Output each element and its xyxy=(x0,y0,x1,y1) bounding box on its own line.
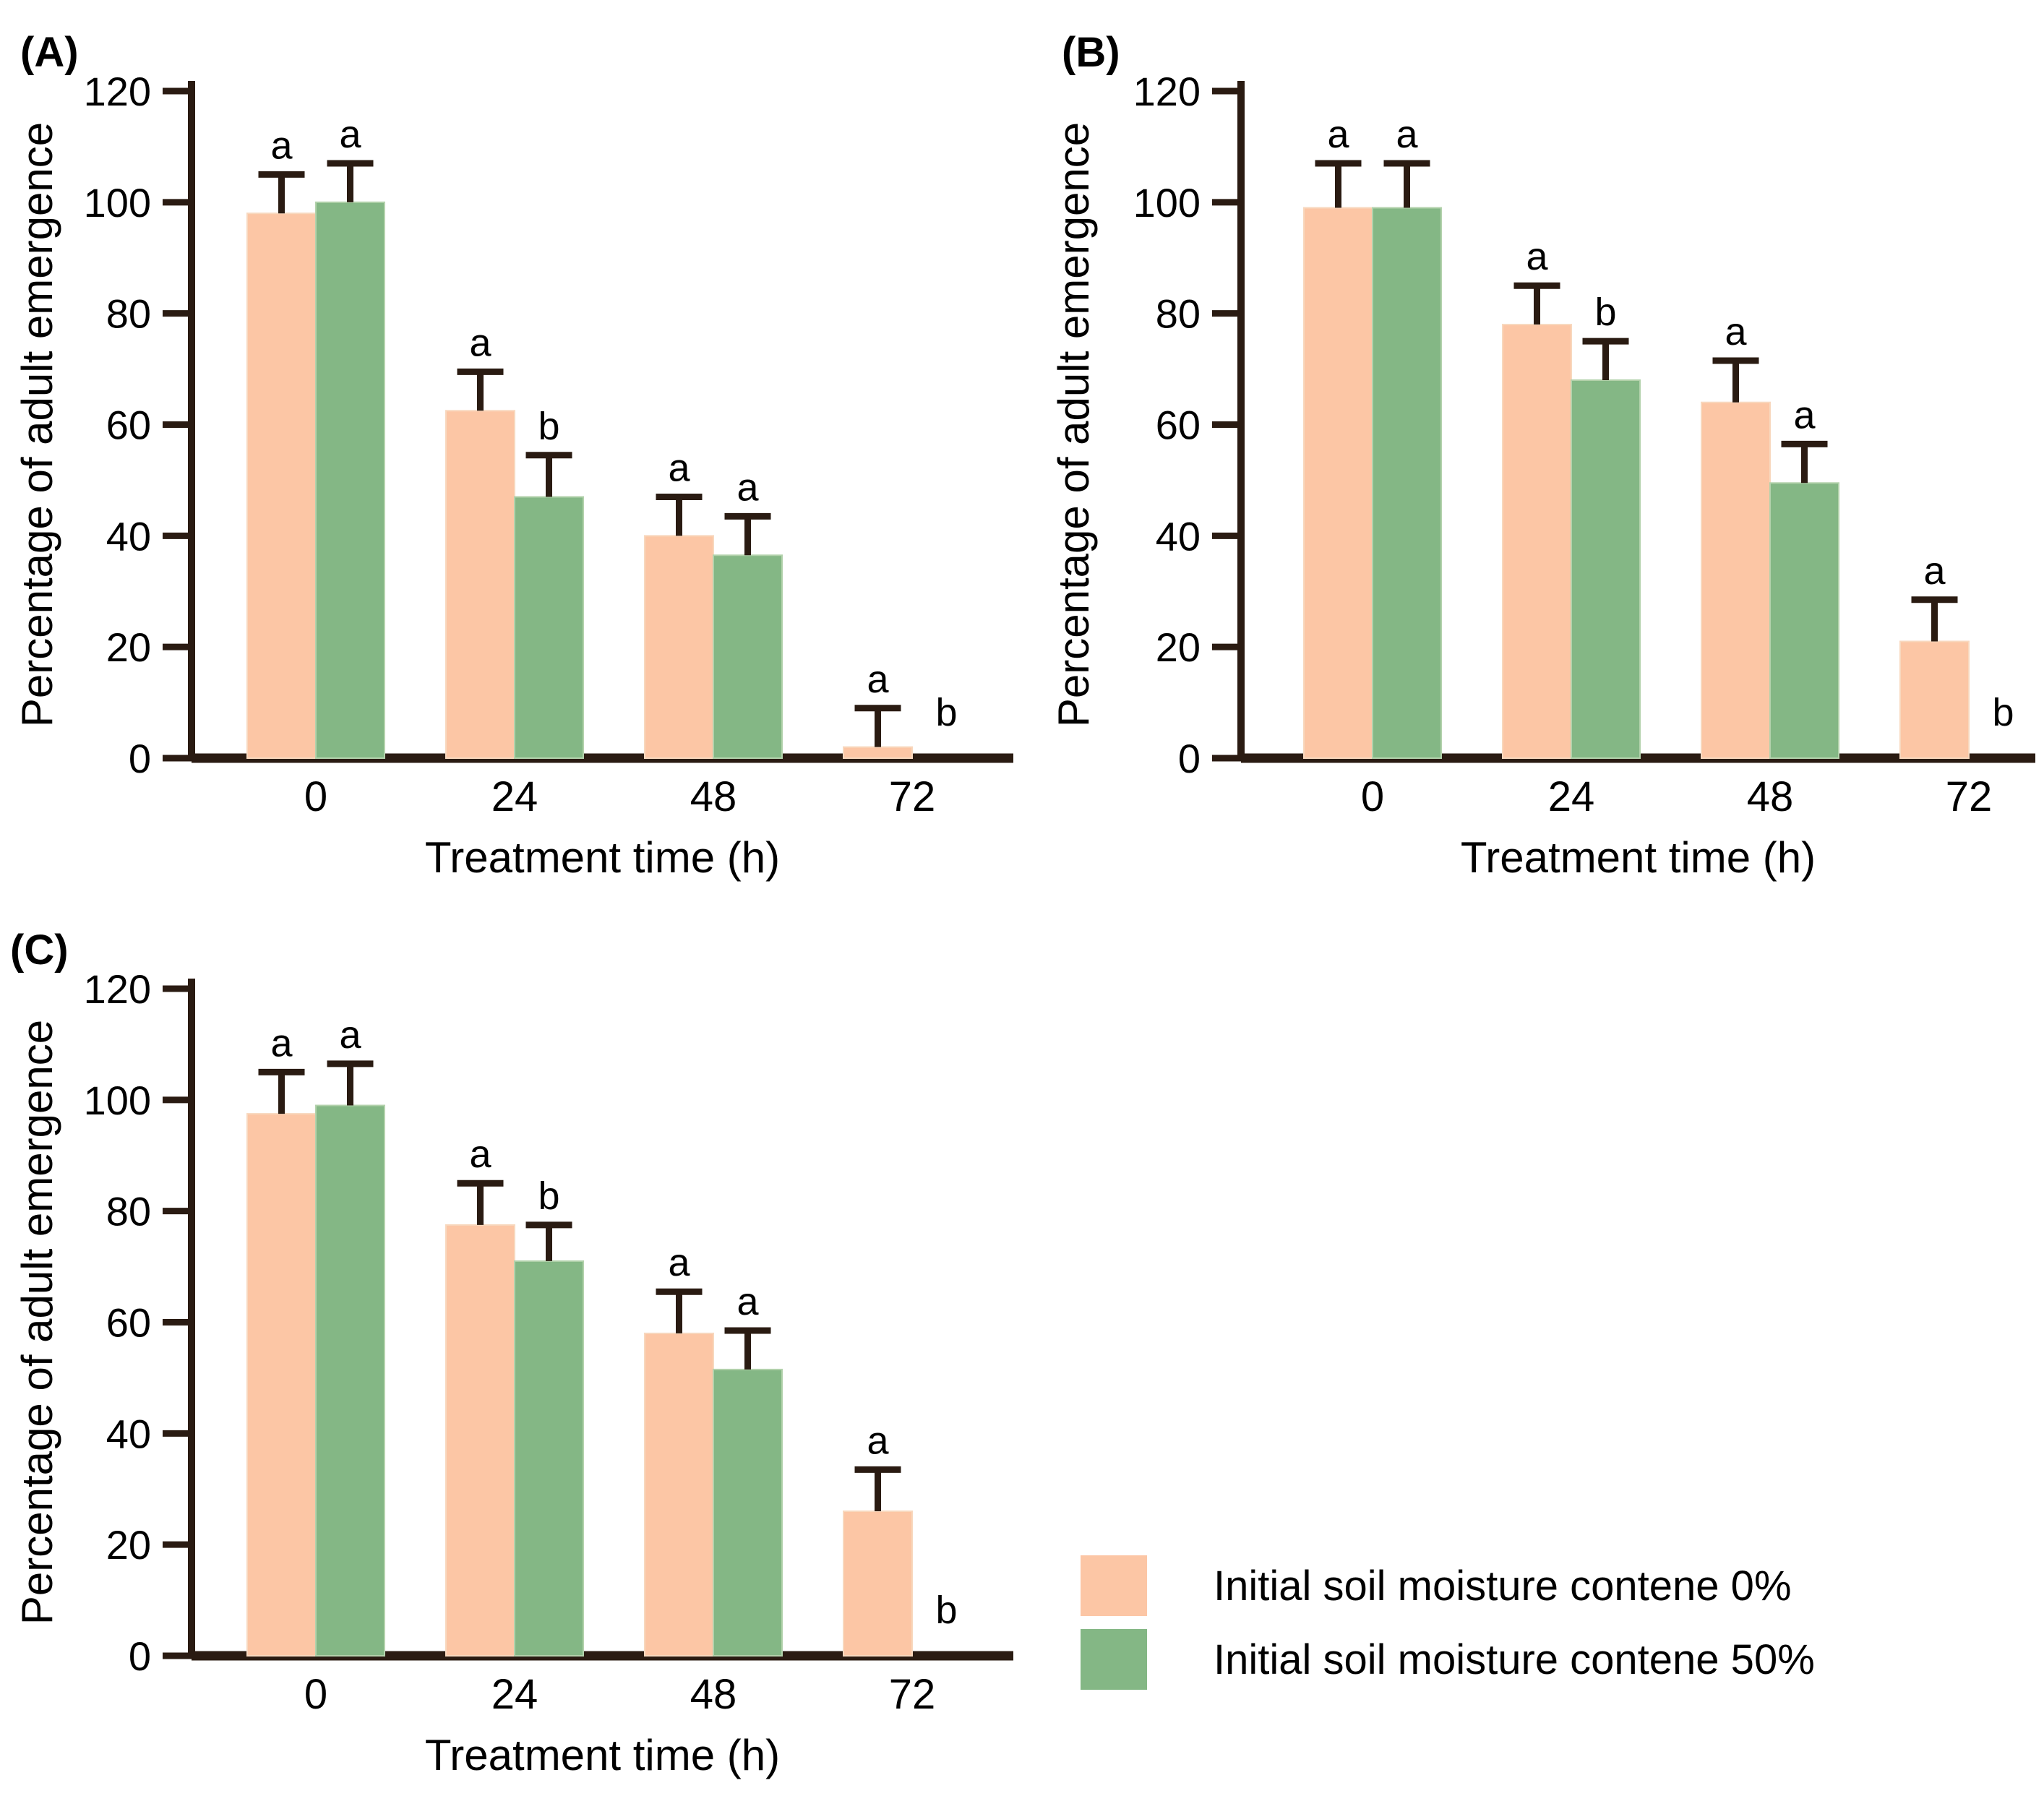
y-tick-label: 0 xyxy=(129,736,151,781)
y-tick-label: 120 xyxy=(84,966,151,1012)
x-tick-label: 24 xyxy=(491,773,538,820)
sig-letter: a xyxy=(1725,310,1747,353)
legend-label-moisture-50: Initial soil moisture contene 50% xyxy=(1214,1636,1815,1683)
legend-swatch-moisture-0-icon xyxy=(1081,1555,1147,1616)
x-tick-label: 48 xyxy=(690,773,737,820)
bar-moisture-0 xyxy=(644,535,714,759)
legend-label-moisture-0: Initial soil moisture contene 0% xyxy=(1214,1562,1792,1610)
legend-item-moisture-0: Initial soil moisture contene 0% xyxy=(1081,1554,1815,1617)
bar-moisture-0 xyxy=(1701,401,1771,759)
sig-letter: a xyxy=(270,1021,293,1065)
bar-moisture-50 xyxy=(1571,379,1641,759)
bar-moisture-50 xyxy=(1769,482,1839,759)
sig-letter: a xyxy=(1793,393,1816,437)
x-tick-label: 48 xyxy=(1747,773,1794,820)
y-tick-label: 0 xyxy=(1178,736,1201,781)
y-tick-label: 60 xyxy=(106,1300,151,1346)
sig-letter: a xyxy=(469,321,491,364)
bar-moisture-0 xyxy=(1303,207,1373,759)
bar-moisture-0 xyxy=(644,1332,714,1657)
sig-letter: b xyxy=(935,691,957,734)
y-tick-label: 100 xyxy=(1133,180,1201,225)
panel-b-chart: (B) 0 20 40 60 80 100 120 0 24 48 72 a a a a a b a b Percent… xyxy=(1049,29,2035,882)
x-axis-title: Treatment time (h) xyxy=(1461,833,1816,882)
y-tick-label: 60 xyxy=(106,403,151,448)
legend-swatch-moisture-50-icon xyxy=(1081,1629,1147,1690)
panel-label: (B) xyxy=(1062,29,1120,76)
y-axis-title: Percentage of adult emergence xyxy=(13,122,61,727)
y-tick-label: 40 xyxy=(106,1411,151,1456)
x-tick-label: 72 xyxy=(889,1671,936,1718)
y-tick-label: 80 xyxy=(1156,291,1201,337)
panel-a-chart: (A) 0 20 40 60 80 100 120 0 24 48 72 a a a a a b a b Percent… xyxy=(13,29,1013,882)
bar-moisture-50 xyxy=(1372,207,1442,759)
sig-letter: a xyxy=(737,465,759,509)
sig-letter: a xyxy=(1327,113,1349,156)
sig-letter: a xyxy=(737,1280,759,1323)
x-tick-label: 0 xyxy=(304,773,327,820)
sig-letter: a xyxy=(668,446,690,489)
panel-label: (A) xyxy=(20,29,79,76)
y-tick-label: 80 xyxy=(106,1189,151,1234)
y-tick-label: 20 xyxy=(1156,624,1201,670)
bar-moisture-0 xyxy=(445,1224,515,1657)
bar-moisture-0 xyxy=(843,746,913,760)
sig-letter: b xyxy=(935,1589,957,1632)
x-tick-label: 72 xyxy=(889,773,936,820)
y-tick-label: 100 xyxy=(84,1078,151,1123)
legend-item-moisture-50: Initial soil moisture contene 50% xyxy=(1081,1628,1815,1691)
sig-letter: a xyxy=(1526,235,1548,278)
x-tick-label: 24 xyxy=(1548,773,1595,820)
y-tick-label: 60 xyxy=(1156,403,1201,448)
bar-moisture-0 xyxy=(246,212,317,759)
bar-moisture-50 xyxy=(315,1104,385,1657)
bar-moisture-50 xyxy=(713,554,783,759)
sig-letter: a xyxy=(339,113,361,156)
panel-c-chart: (C) 0 20 40 60 80 100 120 0 24 48 72 a a a a a b a b Percent… xyxy=(10,927,1013,1779)
bar-moisture-0 xyxy=(1502,324,1572,759)
panel-label: (C) xyxy=(10,927,69,974)
y-tick-label: 0 xyxy=(129,1633,151,1679)
sig-letter: a xyxy=(339,1013,361,1057)
bar-moisture-50 xyxy=(713,1368,783,1657)
sig-letter: a xyxy=(867,1419,889,1462)
sig-letter: a xyxy=(668,1241,690,1284)
bar-moisture-50 xyxy=(315,201,385,760)
sig-letter: a xyxy=(469,1133,491,1176)
x-tick-label: 0 xyxy=(304,1671,327,1718)
y-tick-label: 120 xyxy=(1133,69,1201,114)
x-tick-label: 48 xyxy=(690,1671,737,1718)
x-tick-label: 24 xyxy=(491,1671,538,1718)
bar-moisture-50 xyxy=(514,496,584,759)
y-tick-label: 20 xyxy=(106,1522,151,1568)
y-tick-label: 120 xyxy=(84,69,151,114)
sig-letter: b xyxy=(1992,691,2014,734)
x-axis-title: Treatment time (h) xyxy=(425,1731,780,1779)
y-tick-label: 40 xyxy=(106,513,151,559)
x-axis-title: Treatment time (h) xyxy=(425,833,780,882)
y-tick-label: 100 xyxy=(84,180,151,225)
sig-letter: b xyxy=(538,1174,559,1218)
bar-moisture-50 xyxy=(514,1260,584,1657)
x-tick-label: 0 xyxy=(1361,773,1384,820)
bar-moisture-0 xyxy=(246,1113,317,1657)
sig-letter: a xyxy=(1923,549,1946,593)
y-tick-label: 20 xyxy=(106,624,151,670)
sig-letter: b xyxy=(1594,291,1616,334)
x-tick-label: 72 xyxy=(1946,773,1993,820)
y-axis-title: Percentage of adult emergence xyxy=(13,1020,61,1625)
sig-letter: a xyxy=(1396,113,1418,156)
sig-letter: a xyxy=(270,124,293,167)
y-tick-label: 80 xyxy=(106,291,151,337)
bar-moisture-0 xyxy=(843,1511,913,1657)
bar-moisture-0 xyxy=(445,410,515,759)
bar-moisture-0 xyxy=(1899,640,1970,759)
legend: Initial soil moisture contene 0% Initial… xyxy=(1081,1554,1815,1691)
sig-letter: b xyxy=(538,405,559,448)
y-axis-title: Percentage of adult emergence xyxy=(1049,122,1098,727)
sig-letter: a xyxy=(867,658,889,701)
y-tick-label: 40 xyxy=(1156,513,1201,559)
